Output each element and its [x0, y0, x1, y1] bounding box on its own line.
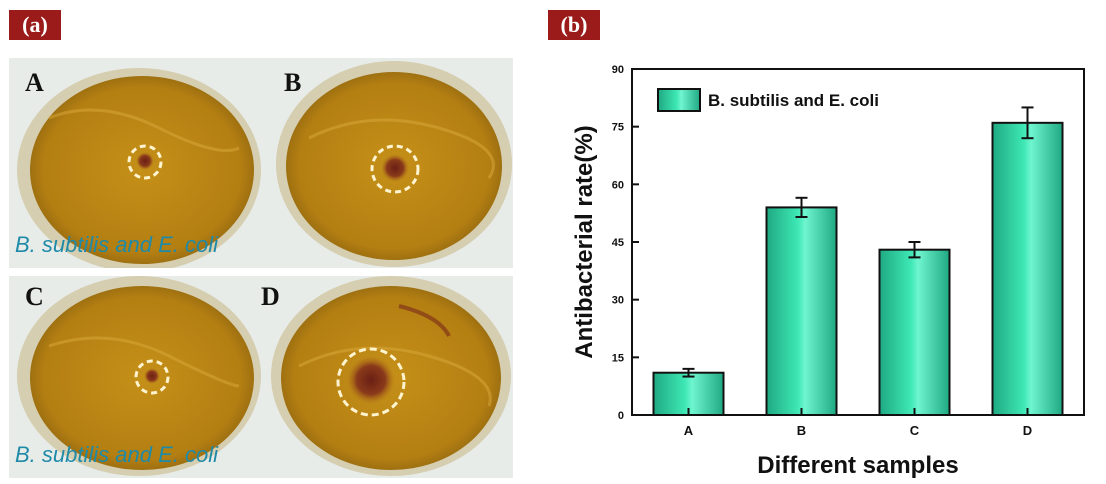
x-tick-label: B: [797, 423, 806, 438]
y-tick-label: 75: [612, 122, 624, 134]
plate-d-letter: D: [261, 282, 280, 311]
caption-top: B. subtilis and E. coli: [15, 232, 218, 257]
y-tick-label: 45: [612, 237, 624, 249]
x-axis-label: Different samples: [757, 452, 958, 479]
bar-D: [991, 121, 1064, 416]
bar-C: [878, 248, 951, 416]
panel-b-label: (b): [548, 10, 600, 40]
bar-B: [765, 206, 838, 416]
petri-photo-bottom: C D B. subtilis and E. coli: [9, 276, 513, 478]
plate-c-letter: C: [25, 282, 44, 311]
legend-label: B. subtilis and E. coli: [708, 91, 879, 110]
x-tick-label: C: [910, 423, 920, 438]
y-axis-label: Antibacterial rate(%): [571, 125, 598, 358]
legend-swatch: [657, 88, 701, 112]
x-tick-label: D: [1023, 423, 1032, 438]
caption-bottom: B. subtilis and E. coli: [15, 442, 218, 467]
plate-b-letter: B: [284, 68, 302, 97]
y-tick-label: 15: [612, 352, 624, 364]
y-tick-label: 60: [612, 179, 624, 191]
petri-dishes-top-image: [17, 61, 512, 268]
antibacterial-bar-chart: 0 15 30 45 60 75 90 Antibacterial rate(%) Differ…: [571, 64, 1085, 479]
panel-a-label: (a): [9, 10, 61, 40]
plate-a-letter: A: [25, 68, 44, 97]
x-tick-label: A: [684, 423, 694, 438]
petri-dishes-bottom-image: [17, 276, 511, 476]
y-tick-label: 0: [618, 410, 624, 422]
petri-photo-top: A B B. subtilis and E. coli: [9, 58, 513, 268]
bar-A: [652, 371, 725, 417]
y-tick-label: 90: [612, 64, 624, 76]
y-tick-label: 30: [612, 295, 624, 307]
